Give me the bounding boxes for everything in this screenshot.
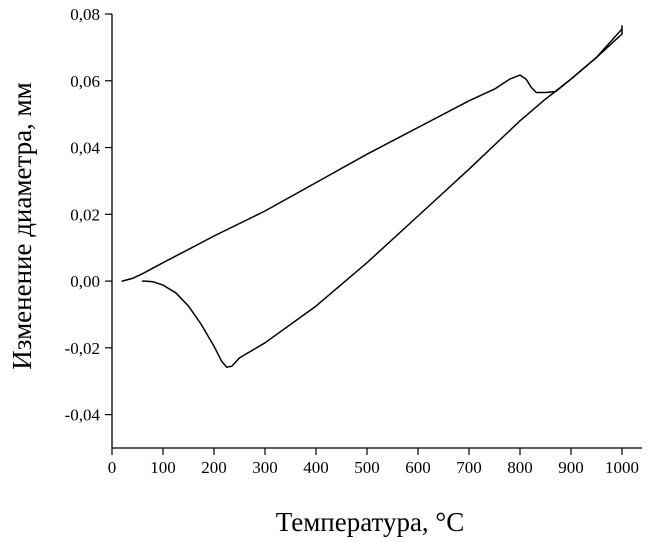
y-tick-label: 0,04 — [70, 139, 100, 158]
x-tick-label: 600 — [405, 458, 431, 477]
x-axis-title: Температура, °C — [276, 507, 465, 537]
x-tick-label: 500 — [354, 458, 380, 477]
x-tick-group: 0 100 200 300 400 500 600 700 800 900 1000 — [108, 448, 639, 477]
y-tick-group: 0,08 0,06 0,04 0,02 0,00 -0,02 -0,04 — [65, 5, 112, 425]
x-tick-label: 900 — [558, 458, 584, 477]
y-tick-label: 0,08 — [70, 5, 100, 24]
y-axis-title: Изменение диаметра, мм — [7, 82, 37, 369]
y-tick-label: 0,06 — [70, 72, 100, 91]
cooling-curve — [141, 24, 623, 368]
x-tick-label: 100 — [150, 458, 176, 477]
x-tick-label: 800 — [507, 458, 533, 477]
x-tick-label: 200 — [201, 458, 227, 477]
x-tick-label: 0 — [108, 458, 117, 477]
curve-group — [121, 24, 623, 368]
x-tick-label: 1000 — [605, 458, 639, 477]
x-tick-label: 700 — [456, 458, 482, 477]
y-tick-label: 0,00 — [70, 272, 100, 291]
heating-curve — [121, 28, 623, 282]
y-tick-label: -0,02 — [65, 339, 100, 358]
x-tick-label: 300 — [252, 458, 278, 477]
y-tick-label: -0,04 — [65, 406, 101, 425]
y-tick-label: 0,02 — [70, 205, 100, 224]
x-tick-label: 400 — [303, 458, 329, 477]
